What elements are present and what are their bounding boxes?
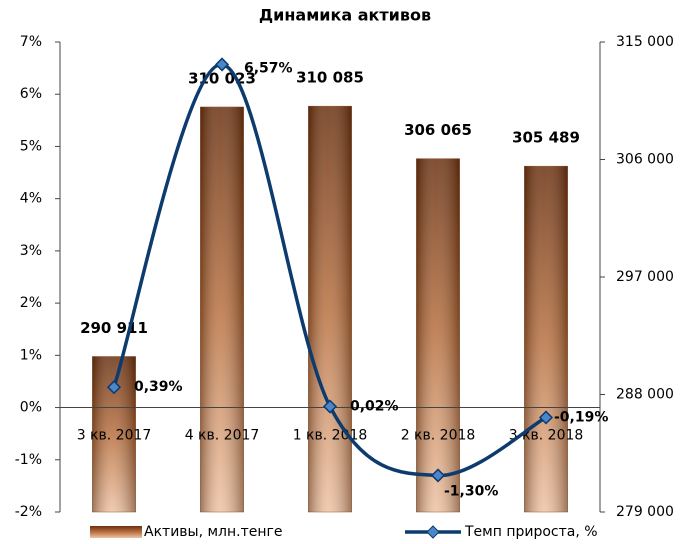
bar-shade bbox=[524, 166, 568, 512]
y-tick-label: 2% bbox=[20, 295, 42, 311]
y-tick-label: 5% bbox=[20, 138, 42, 154]
line-label: 0,02% bbox=[350, 399, 399, 415]
line-marker bbox=[430, 468, 446, 483]
y-tick-label: 6% bbox=[20, 86, 42, 102]
line-marker bbox=[214, 57, 230, 72]
line-label: -1,30% bbox=[444, 483, 498, 499]
x-tick-label: 2 кв. 2018 bbox=[401, 428, 476, 444]
legend-label: Активы, млн.тенге bbox=[144, 524, 283, 540]
line-marker bbox=[322, 399, 338, 414]
y-tick-label: 7% bbox=[20, 34, 42, 50]
y2-tick-label: 279 000 bbox=[616, 504, 674, 520]
x-tick-label: 4 кв. 2017 bbox=[185, 428, 260, 444]
y-tick-label: 3% bbox=[20, 243, 42, 259]
bar-shade bbox=[308, 106, 352, 512]
y2-tick-label: 306 000 bbox=[616, 152, 674, 168]
line-marker bbox=[538, 410, 554, 425]
y-tick-label: 0% bbox=[20, 400, 42, 416]
line-label: 0,39% bbox=[134, 379, 183, 395]
y-tick-label: 1% bbox=[20, 347, 42, 363]
y-tick-label: -2% bbox=[15, 504, 42, 520]
line bbox=[112, 62, 547, 478]
line-label: -0,19% bbox=[554, 409, 608, 425]
y2-tick-label: 315 000 bbox=[616, 34, 674, 50]
x-tick-label: 3 кв. 2017 bbox=[77, 428, 152, 444]
line-label: 6,57% bbox=[244, 60, 293, 76]
bar-shade bbox=[200, 106, 244, 512]
y-tick-label: -1% bbox=[15, 452, 42, 468]
bar-label: 310 085 bbox=[296, 69, 364, 87]
legend-label: Темп прироста, % bbox=[464, 524, 598, 540]
bar-label: 305 489 bbox=[512, 129, 580, 147]
legend-swatch bbox=[90, 526, 142, 538]
y-tick-label: 4% bbox=[20, 191, 42, 207]
x-tick-label: 1 кв. 2018 bbox=[293, 428, 368, 444]
bar-label: 290 911 bbox=[80, 319, 148, 337]
bar-label: 306 065 bbox=[404, 121, 472, 139]
line-marker bbox=[106, 380, 122, 395]
y2-tick-label: 297 000 bbox=[616, 269, 674, 285]
chart-title: Динамика активов bbox=[259, 6, 431, 25]
bar-shade bbox=[416, 158, 460, 513]
legend-marker bbox=[426, 525, 440, 539]
y2-tick-label: 288 000 bbox=[616, 387, 674, 403]
